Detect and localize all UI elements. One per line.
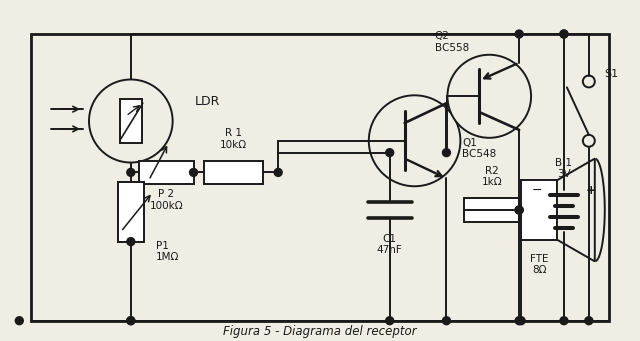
Circle shape xyxy=(15,317,23,325)
Circle shape xyxy=(127,317,135,325)
Circle shape xyxy=(560,30,568,38)
Text: Q2
BC558: Q2 BC558 xyxy=(435,31,468,53)
Text: Q1
BC548: Q1 BC548 xyxy=(462,138,497,160)
Circle shape xyxy=(442,149,451,157)
Circle shape xyxy=(560,30,568,38)
Ellipse shape xyxy=(89,79,173,163)
Circle shape xyxy=(127,238,135,246)
Text: R 1
10kΩ: R 1 10kΩ xyxy=(220,128,247,150)
Text: LDR: LDR xyxy=(195,95,220,108)
Circle shape xyxy=(127,317,135,325)
Text: B 1
3V: B 1 3V xyxy=(556,158,572,179)
Ellipse shape xyxy=(447,55,531,138)
Text: S1: S1 xyxy=(604,69,618,78)
Text: +: + xyxy=(586,184,596,197)
Bar xyxy=(204,161,263,184)
Text: FTE
8Ω: FTE 8Ω xyxy=(530,254,548,275)
Bar xyxy=(31,34,609,321)
Bar xyxy=(465,198,519,222)
Circle shape xyxy=(386,149,394,157)
Ellipse shape xyxy=(369,95,460,186)
Circle shape xyxy=(585,317,593,325)
Bar xyxy=(118,182,144,242)
Circle shape xyxy=(583,135,595,147)
Circle shape xyxy=(386,317,394,325)
Circle shape xyxy=(515,30,523,38)
Circle shape xyxy=(189,168,198,176)
Text: Figura 5 - Diagrama del receptor: Figura 5 - Diagrama del receptor xyxy=(223,325,417,338)
Circle shape xyxy=(515,206,523,214)
Circle shape xyxy=(274,168,282,176)
Circle shape xyxy=(560,317,568,325)
Circle shape xyxy=(515,317,523,325)
Bar xyxy=(120,99,142,143)
Text: P1
1MΩ: P1 1MΩ xyxy=(156,241,179,262)
Bar xyxy=(521,180,557,240)
Circle shape xyxy=(517,317,525,325)
Bar xyxy=(139,161,193,184)
Text: P 2
100kΩ: P 2 100kΩ xyxy=(149,189,183,211)
Circle shape xyxy=(583,76,595,87)
Text: −: − xyxy=(532,184,542,197)
Circle shape xyxy=(127,168,135,176)
Polygon shape xyxy=(557,159,595,262)
Text: C1
47nF: C1 47nF xyxy=(377,234,403,255)
Circle shape xyxy=(442,317,451,325)
Text: R2
1kΩ: R2 1kΩ xyxy=(481,166,502,187)
Circle shape xyxy=(515,206,523,214)
